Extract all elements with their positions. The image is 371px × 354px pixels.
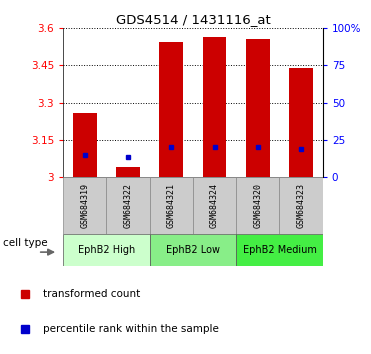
Bar — [160, 42, 183, 177]
Bar — [116, 167, 140, 177]
Text: transformed count: transformed count — [43, 289, 140, 299]
Bar — [150, 234, 236, 266]
Text: percentile rank within the sample: percentile rank within the sample — [43, 324, 219, 334]
Text: GSM684324: GSM684324 — [210, 183, 219, 228]
Text: GSM684322: GSM684322 — [124, 183, 132, 228]
Bar — [106, 177, 150, 234]
Text: GSM684323: GSM684323 — [297, 183, 306, 228]
Bar — [289, 68, 313, 177]
Bar — [193, 177, 236, 234]
Bar — [73, 113, 96, 177]
Bar — [150, 177, 193, 234]
Text: GSM684319: GSM684319 — [80, 183, 89, 228]
Bar — [236, 234, 323, 266]
Text: GSM684320: GSM684320 — [253, 183, 262, 228]
Bar — [236, 177, 279, 234]
Title: GDS4514 / 1431116_at: GDS4514 / 1431116_at — [115, 13, 270, 26]
Bar — [63, 234, 150, 266]
Bar — [246, 40, 270, 177]
Bar — [63, 177, 106, 234]
Text: EphB2 Medium: EphB2 Medium — [243, 245, 316, 255]
Text: cell type: cell type — [3, 238, 48, 247]
Bar — [279, 177, 323, 234]
Text: EphB2 Low: EphB2 Low — [166, 245, 220, 255]
Text: EphB2 High: EphB2 High — [78, 245, 135, 255]
Bar — [203, 37, 226, 177]
Text: GSM684321: GSM684321 — [167, 183, 176, 228]
